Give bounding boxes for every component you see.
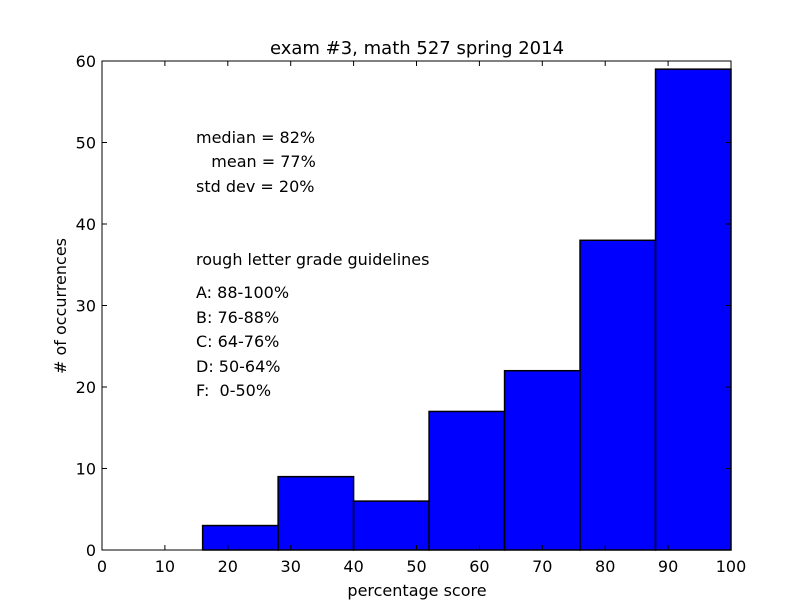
x-tick-label: 90 [658, 557, 678, 576]
y-tick-label: 30 [76, 297, 96, 316]
y-tick-label: 10 [76, 460, 96, 479]
x-tick-label: 10 [155, 557, 175, 576]
bars-group [201, 68, 732, 551]
y-axis-label: # of occurrences [51, 238, 70, 374]
histogram-bar-1 [201, 524, 279, 551]
x-tick-label: 30 [281, 557, 301, 576]
histogram-bar-6 [579, 239, 657, 551]
histogram-bar-7 [654, 68, 732, 551]
y-tick-label: 60 [76, 52, 96, 71]
axis-ticks: 0 10 20 30 40 50 60 70 80 90 100 0 10 20 30 40 50 60 [76, 52, 747, 576]
x-tick-label: 50 [406, 557, 426, 576]
stat-median: median = 82% [196, 128, 315, 147]
x-tick-label: 100 [716, 557, 747, 576]
x-tick-label: 20 [218, 557, 238, 576]
x-tick-label: 40 [343, 557, 363, 576]
x-axis-label: percentage score [347, 581, 486, 600]
chart-title: exam #3, math 527 spring 2014 [270, 38, 564, 59]
annotations: median = 82% mean = 77% std dev = 20% ro… [196, 128, 429, 400]
stat-std-dev: std dev = 20% [196, 177, 314, 196]
histogram-bar-5 [503, 369, 581, 551]
guideline-a: A: 88-100% [196, 283, 289, 302]
histogram-bar-2 [277, 475, 355, 551]
x-tick-label: 0 [97, 557, 107, 576]
y-tick-label: 50 [76, 134, 96, 153]
guidelines-title: rough letter grade guidelines [196, 250, 429, 269]
histogram-bar-3 [352, 500, 430, 551]
y-tick-label: 20 [76, 378, 96, 397]
guideline-f: F: 0-50% [196, 381, 271, 400]
guideline-c: C: 64-76% [196, 332, 279, 351]
histogram-bar-4 [428, 410, 506, 551]
guideline-d: D: 50-64% [196, 357, 281, 376]
x-tick-label: 60 [469, 557, 489, 576]
y-tick-label: 40 [76, 215, 96, 234]
guideline-b: B: 76-88% [196, 308, 279, 327]
x-tick-label: 70 [532, 557, 552, 576]
y-tick-label: 0 [86, 541, 96, 560]
x-tick-label: 80 [595, 557, 615, 576]
stat-mean: mean = 77% [196, 152, 316, 171]
